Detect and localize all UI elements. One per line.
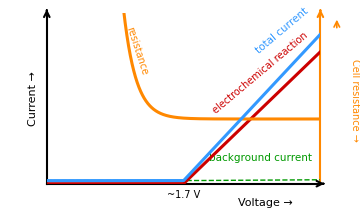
Text: Voltage →: Voltage → (238, 198, 293, 208)
Text: ~1.7 V: ~1.7 V (167, 190, 200, 200)
Text: Current →: Current → (28, 71, 38, 126)
Text: Cell resistance →: Cell resistance → (350, 59, 360, 142)
Text: background current: background current (209, 153, 312, 163)
Text: total current: total current (254, 6, 310, 55)
Text: resistance: resistance (125, 26, 150, 76)
Text: electrochemical reaction: electrochemical reaction (211, 30, 310, 116)
